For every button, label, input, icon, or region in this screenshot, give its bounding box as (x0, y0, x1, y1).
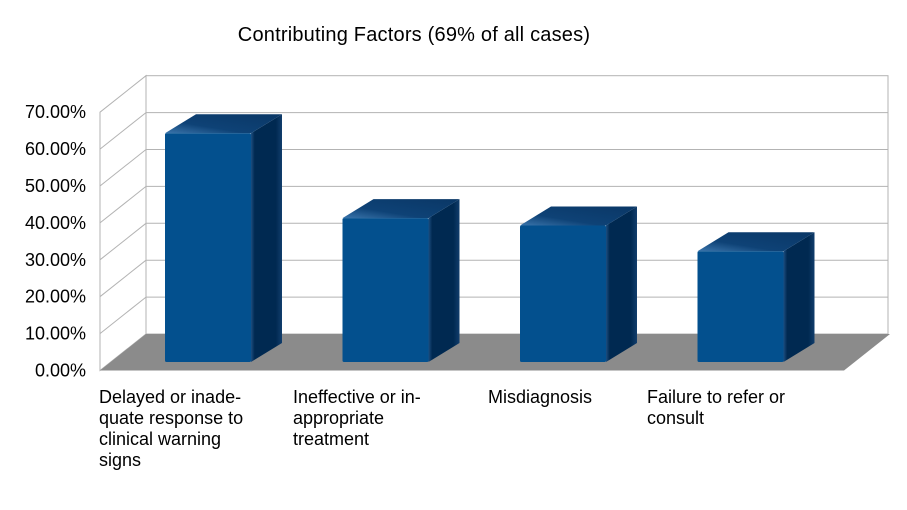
gridline-left-wall (99, 222, 147, 261)
gridline-left-wall (99, 296, 147, 334)
x-axis-category-line: consult (647, 408, 704, 428)
x-axis-category-line: Ineffective or in- (293, 387, 421, 407)
bar (342, 199, 460, 362)
bar-side-face (251, 114, 282, 362)
bar-top-face (165, 114, 282, 134)
y-axis-tick-label: 30.00% (25, 250, 86, 270)
bar (165, 114, 282, 362)
bar (697, 232, 815, 362)
bar-side-face (428, 199, 460, 362)
x-axis-category-label: Delayed or inade-quate response toclinic… (99, 387, 243, 470)
x-axis-category-line: clinical warning (99, 429, 221, 449)
gridline-left-wall (99, 112, 147, 150)
y-axis-tick-label: 40.00% (25, 213, 86, 233)
bar (520, 206, 637, 362)
y-axis-tick-label: 70.00% (25, 102, 86, 122)
x-axis-category-line: treatment (293, 429, 369, 449)
bar-front-face (342, 218, 429, 362)
y-axis-tick-label: 50.00% (25, 176, 86, 196)
x-axis-category-label: Misdiagnosis (488, 387, 592, 407)
bar-side-face (606, 206, 637, 362)
y-axis-tick-label: 0.00% (35, 361, 86, 381)
bar-side-face (783, 232, 815, 362)
y-axis-tick-label: 60.00% (25, 139, 86, 159)
chart-left-wall (99, 74, 147, 372)
y-axis-tick-label: 20.00% (25, 287, 86, 307)
gridline-left-wall (99, 186, 147, 224)
x-axis-category-line: appropriate (293, 408, 384, 428)
bar-top-face (520, 206, 637, 226)
gridline-left-wall (99, 259, 147, 298)
x-axis-category-line: Delayed or inade- (99, 387, 241, 407)
bar-front-face (165, 133, 251, 362)
chart-title: Contributing Factors (69% of all cases) (237, 24, 591, 46)
bar-top-face (342, 199, 460, 219)
bar-top-face (697, 232, 815, 252)
y-axis-tick-label: 10.00% (25, 324, 86, 344)
gridline-left-wall (99, 149, 147, 187)
x-axis-category-line: quate response to (99, 408, 243, 428)
chart-floor (100, 334, 890, 371)
bar-front-face (520, 225, 606, 362)
x-axis-category-line: Misdiagnosis (488, 387, 592, 407)
x-axis-category-line: signs (99, 450, 141, 470)
bar-front-face (697, 251, 784, 362)
x-axis-category-line: Failure to refer or (647, 387, 785, 407)
